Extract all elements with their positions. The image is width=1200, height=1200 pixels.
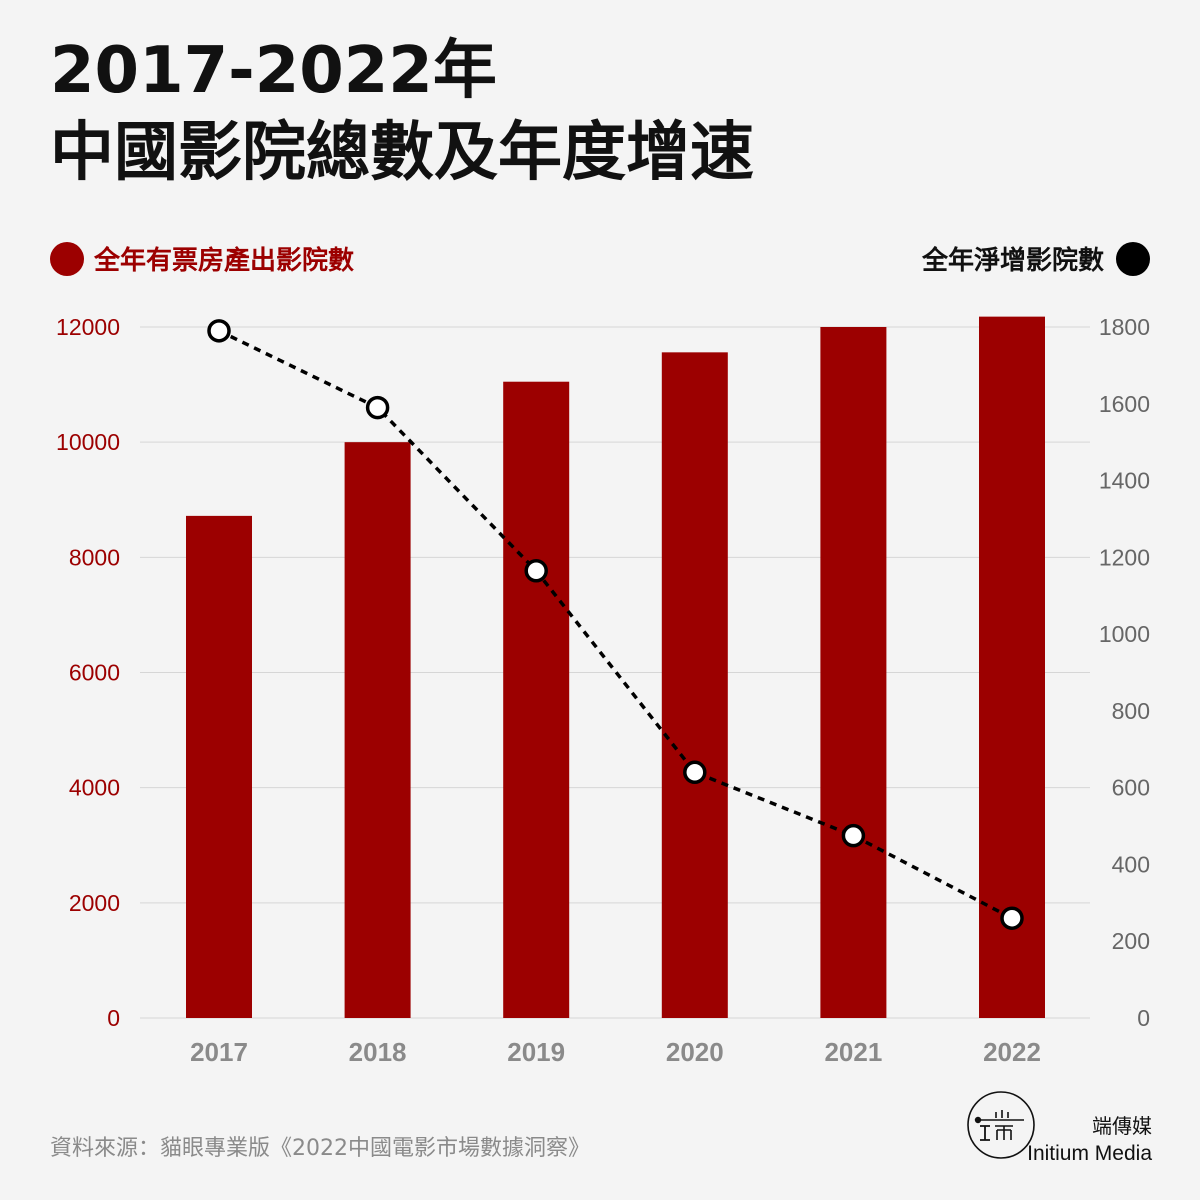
left-tick-label: 12000 [56,314,120,340]
bar [820,327,887,1018]
chart-title: 2017-2022年 中國影院總數及年度增速 [50,30,754,194]
bar [503,381,570,1018]
source-note: 資料來源：貓眼專業版《2022中國電影市場數據洞察》 [50,1136,590,1161]
right-tick-label: 800 [1112,698,1150,724]
right-tick-label: 1200 [1099,544,1150,570]
legend-bars: 全年有票房產出影院數 [50,240,354,277]
right-tick-label: 0 [1137,1005,1150,1031]
series-line [218,329,1013,920]
title-line-1: 2017-2022年 [50,34,497,108]
line-point [524,559,548,583]
title-line-2: 中國影院總數及年度增速 [50,116,754,190]
right-tick-label: 1400 [1099,468,1150,494]
category-label: 2022 [983,1037,1041,1067]
bar [186,515,252,1018]
category-label: 2020 [666,1037,724,1067]
bar [979,316,1045,1018]
line-point [207,319,231,343]
left-tick-label: 4000 [69,775,120,801]
line-point [683,760,707,785]
right-tick-label: 1600 [1099,391,1150,417]
category-label: 2021 [824,1037,882,1067]
line-point [1000,906,1024,930]
bar [661,352,728,1018]
category-label: 2019 [507,1037,565,1067]
right-tick-label: 1800 [1099,314,1150,340]
brand-zh: 端傳媒 [1092,1114,1152,1138]
right-tick-label: 600 [1112,775,1150,801]
left-tick-label: 0 [107,1005,120,1031]
line-point [365,395,390,420]
left-tick-label: 8000 [69,544,120,570]
left-tick-label: 2000 [69,890,120,916]
left-tick-label: 6000 [69,660,120,686]
brand-en: Initium Media [1027,1142,1152,1165]
line-point [841,823,866,848]
right-tick-label: 400 [1112,851,1150,877]
bar [344,442,411,1019]
right-tick-label: 200 [1112,928,1150,954]
brand: 端傳媒 Initium Media [1027,1112,1152,1168]
legend-line-label: 全年淨增影院數 [921,246,1104,276]
legend-bars-label: 全年有票房產出影院數 [94,246,355,276]
legend-line-swatch [1116,241,1150,276]
category-label: 2018 [349,1037,407,1067]
category-label: 2017 [190,1037,248,1067]
right-tick-label: 1000 [1099,621,1150,647]
legend-bars-swatch [50,241,84,276]
left-tick-label: 10000 [56,429,120,455]
legend-line: 全年淨增影院數 [922,240,1150,277]
initium-logo-icon [967,1091,1035,1159]
